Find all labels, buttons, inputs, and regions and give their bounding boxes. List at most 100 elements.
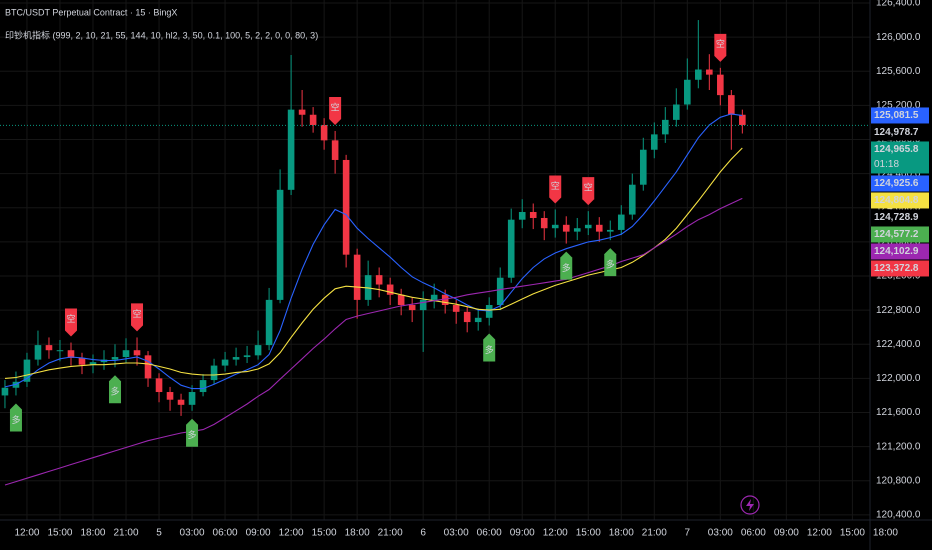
signal-tag: 空 xyxy=(549,175,562,204)
signal-label: 空 xyxy=(331,101,340,112)
y-tick-label: 120,400.0 xyxy=(876,510,921,521)
y-tick-label: 125,600.0 xyxy=(876,66,921,77)
candle-body xyxy=(23,359,31,382)
x-tick-label: 09:00 xyxy=(510,528,535,539)
candle-body xyxy=(628,184,636,215)
alert-icon[interactable] xyxy=(740,495,760,515)
price-label-box xyxy=(871,260,929,277)
x-tick-label: 18:00 xyxy=(609,528,634,539)
candle-body xyxy=(573,228,581,232)
signal-shape xyxy=(483,333,496,362)
signal-label: 多 xyxy=(606,259,615,270)
price-label-box xyxy=(871,175,929,192)
y-tick-label: 121,600.0 xyxy=(876,407,921,418)
x-tick-label: 03:00 xyxy=(444,528,469,539)
x-tick-label: 06:00 xyxy=(741,528,766,539)
signal-tag: 空 xyxy=(714,33,727,62)
plot: 空空空空 空空多多多多多多 xyxy=(0,20,870,486)
candle-body xyxy=(276,189,284,300)
candle-body xyxy=(45,345,53,351)
candle-body xyxy=(419,299,427,311)
price-label: 124,925.6 xyxy=(874,178,919,189)
candle-body xyxy=(507,219,515,278)
candle-body xyxy=(67,350,75,358)
chart-title: BTC/USDT Perpetual Contract · 15 · BingX xyxy=(5,7,177,17)
signal-tag: 多 xyxy=(186,418,199,447)
candle-body xyxy=(617,214,625,230)
moving-average-line xyxy=(4,197,743,486)
x-tick-label: 12:00 xyxy=(14,528,39,539)
signal-shape xyxy=(582,177,595,206)
signal-shape xyxy=(714,33,727,62)
moving-average-line xyxy=(4,113,743,390)
candle-body xyxy=(584,224,592,229)
signal-shape xyxy=(9,403,22,432)
candle-body xyxy=(122,350,130,358)
candle-body xyxy=(34,345,42,360)
candle-body xyxy=(287,109,295,190)
signal-tag: 多 xyxy=(9,403,22,432)
x-tick-label: 21:00 xyxy=(113,528,138,539)
x-tick-label: 21:00 xyxy=(642,528,667,539)
signal-shape xyxy=(560,251,573,280)
candle-body xyxy=(111,357,119,360)
candle-body xyxy=(331,140,339,160)
price-label: 125,081.5 xyxy=(874,110,919,121)
indicator-title: 印钞机指标 (999, 2, 10, 21, 55, 144, 10, hl2,… xyxy=(5,29,318,40)
price-label: 124,102.9 xyxy=(874,246,919,257)
candle-body xyxy=(320,124,328,141)
candle-body xyxy=(706,69,713,75)
candle-body xyxy=(441,294,449,306)
x-tick-label: 12:00 xyxy=(543,528,568,539)
price-label: 124,728.9 xyxy=(874,212,919,223)
price-label: 123,372.8 xyxy=(874,263,919,274)
countdown-label: 01:18 xyxy=(874,159,899,170)
signal-label: 空 xyxy=(716,38,725,49)
candle-body xyxy=(551,224,559,229)
signal-shape xyxy=(186,418,199,447)
candle-body xyxy=(155,378,163,393)
candle-body xyxy=(672,104,680,120)
price-label-box xyxy=(871,243,929,260)
candle-body xyxy=(717,74,724,96)
signal-label: 多 xyxy=(188,429,197,440)
candle-body xyxy=(386,284,394,295)
price-label-box xyxy=(871,124,929,141)
candle-body xyxy=(606,229,614,232)
y-tick-label: 125,200.0 xyxy=(876,100,921,111)
x-tick-label: 7 xyxy=(685,528,691,539)
candle-body xyxy=(408,305,416,311)
y-tick-label: 122,400.0 xyxy=(876,339,921,350)
signal-shape xyxy=(329,96,342,125)
candle-body xyxy=(562,224,570,232)
signal-label: 空 xyxy=(133,308,142,319)
candle-body xyxy=(309,114,317,125)
y-tick-label: 124,400.0 xyxy=(876,168,921,179)
price-label-box xyxy=(871,226,929,243)
candle-body xyxy=(1,387,9,396)
x-tick-label: 18:00 xyxy=(345,528,370,539)
price-label-box xyxy=(871,141,929,174)
signal-label: 多 xyxy=(111,386,120,397)
x-tick-label: 12:00 xyxy=(807,528,832,539)
candle-body xyxy=(221,359,229,366)
x-tick-label: 09:00 xyxy=(774,528,799,539)
signal-label: 多 xyxy=(562,262,571,273)
signal-shape xyxy=(109,375,122,404)
candle-body xyxy=(518,212,526,220)
candle-body xyxy=(375,275,383,285)
candle-body xyxy=(474,317,482,323)
candle-body xyxy=(496,277,504,306)
signal-label: 多 xyxy=(11,414,20,425)
grid xyxy=(0,0,870,520)
candle-body xyxy=(430,294,438,300)
alert-bolt xyxy=(746,499,754,511)
candle-body xyxy=(265,299,273,346)
candle-body xyxy=(232,357,240,360)
candle-body xyxy=(695,69,702,80)
candle-body xyxy=(452,305,460,312)
y-tick-label: 126,400.0 xyxy=(876,0,921,9)
candle-body xyxy=(639,149,647,185)
candle-body xyxy=(56,350,64,352)
